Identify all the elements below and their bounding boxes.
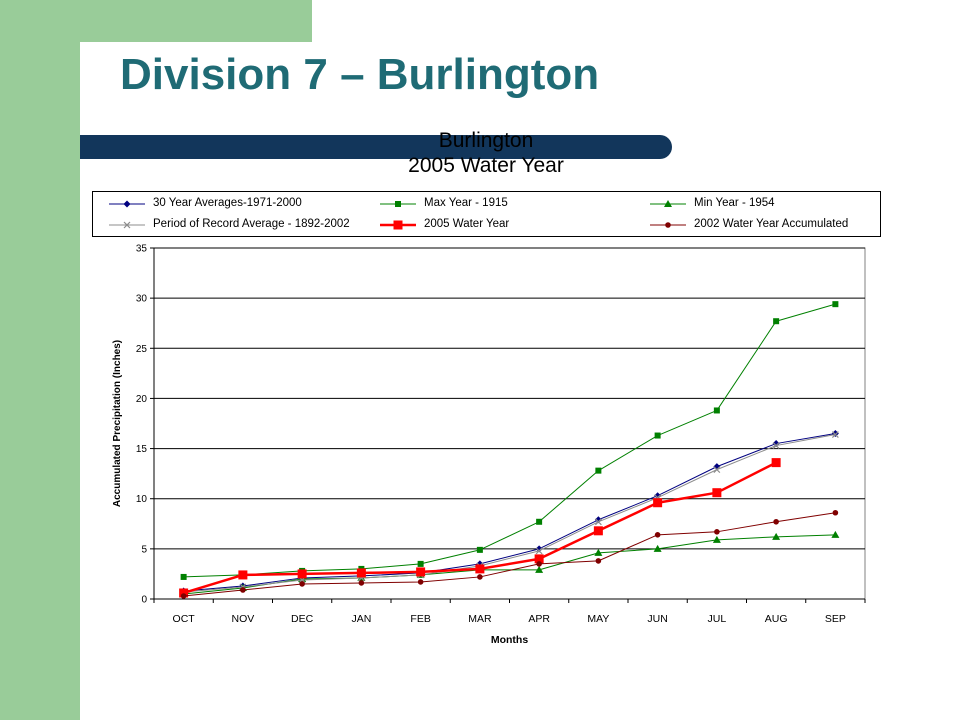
y-tick-label: 15 (136, 444, 148, 455)
y-tick-label: 35 (136, 244, 148, 255)
x-tick-label: FEB (410, 613, 430, 625)
data-point (712, 535, 721, 543)
data-point (594, 548, 603, 556)
y-tick-label: 20 (136, 394, 148, 405)
plot-area (153, 247, 866, 600)
data-point (179, 588, 189, 598)
data-point (714, 529, 720, 535)
data-point (595, 558, 602, 564)
data-point (772, 532, 781, 540)
title-underline-bar (80, 135, 672, 159)
data-point (771, 458, 781, 468)
x-tick-label: JUL (708, 613, 727, 625)
data-point (653, 498, 663, 508)
chart-legend: 30 Year Averages-1971-2000 Max Year - 19… (92, 191, 881, 237)
legend-marker-triangle-icon (650, 200, 686, 207)
x-tick-label: JAN (351, 613, 371, 625)
legend-marker-circle-icon (650, 222, 686, 228)
x-tick-label: DEC (291, 613, 314, 625)
legend-label: 2002 Water Year Accumulated (694, 218, 849, 230)
y-tick-label: 0 (141, 595, 147, 606)
data-point (477, 574, 483, 580)
data-point (535, 545, 543, 553)
data-point (593, 526, 603, 536)
x-tick-label: JUN (647, 613, 667, 625)
data-point (299, 581, 305, 587)
data-point (475, 564, 485, 574)
y-axis-title: Accumulated Precipitation (Inches) (112, 340, 123, 507)
data-point (417, 560, 424, 567)
data-point (240, 587, 246, 593)
data-point (417, 579, 424, 585)
data-point (238, 570, 248, 580)
data-point (535, 547, 543, 555)
data-point (654, 492, 662, 500)
x-axis-title: Months (491, 634, 528, 646)
data-point (180, 593, 187, 599)
data-point (773, 318, 780, 325)
data-point (476, 560, 484, 568)
data-point (297, 569, 307, 579)
data-point (180, 573, 187, 580)
y-tick-label: 5 (141, 544, 147, 555)
slide-title: Division 7 – Burlington (120, 50, 600, 99)
legend-label: 2005 Water Year (424, 218, 510, 230)
x-tick-label: MAR (468, 613, 492, 625)
legend-label: Max Year - 1915 (424, 197, 508, 209)
data-point (831, 530, 840, 538)
series-line (183, 434, 836, 593)
data-point (356, 568, 366, 578)
legend-marker-x-icon (109, 221, 145, 229)
chart-subtitle: 2005 Water Year (408, 154, 564, 177)
x-tick-label: SEP (825, 613, 846, 625)
data-point (773, 518, 779, 525)
x-tick-label: NOV (231, 613, 254, 625)
data-point (713, 407, 720, 414)
data-point (654, 532, 661, 538)
data-point (534, 554, 544, 564)
data-point (832, 301, 839, 308)
data-point (772, 442, 780, 449)
data-point (713, 466, 721, 474)
data-point (653, 544, 662, 552)
chart-title-block: Burlington 2005 Water Year (92, 128, 880, 178)
legend-marker-square-icon (380, 201, 416, 207)
x-tick-label: AUG (765, 613, 788, 625)
legend-marker-big-square-icon (380, 220, 416, 230)
data-point (535, 565, 544, 573)
series-line (183, 433, 836, 592)
data-point (416, 567, 426, 577)
x-tick-label: MAY (587, 613, 609, 625)
left-decorative-band (0, 0, 80, 720)
data-point (595, 467, 602, 474)
series-line (183, 512, 836, 597)
data-point (712, 488, 722, 498)
legend-marker-diamond-icon (109, 200, 145, 208)
top-decorative-band (80, 0, 312, 42)
chart-title: Burlington (438, 129, 534, 152)
y-tick-label: 25 (136, 344, 148, 355)
legend-label: 30 Year Averages-1971-2000 (153, 197, 302, 209)
x-tick-label: APR (528, 613, 550, 625)
legend-label: Period of Record Average - 1892-2002 (153, 218, 350, 230)
precipitation-line-chart: 0 5 10 15 20 25 30 35 OCT NOV DEC JAN FEB MAR APR MAY JU… (112, 244, 866, 646)
y-tick-label: 10 (136, 494, 148, 505)
y-tick-label: 30 (136, 294, 148, 305)
series-line (183, 303, 836, 578)
data-point (358, 580, 365, 586)
x-tick-label: OCT (173, 613, 196, 625)
data-point (831, 431, 839, 438)
data-point (594, 518, 602, 526)
data-point (536, 518, 543, 525)
legend-label: Min Year - 1954 (694, 197, 775, 209)
data-point (654, 432, 661, 439)
data-point (536, 561, 542, 567)
data-point (476, 546, 483, 553)
data-point (832, 509, 839, 516)
